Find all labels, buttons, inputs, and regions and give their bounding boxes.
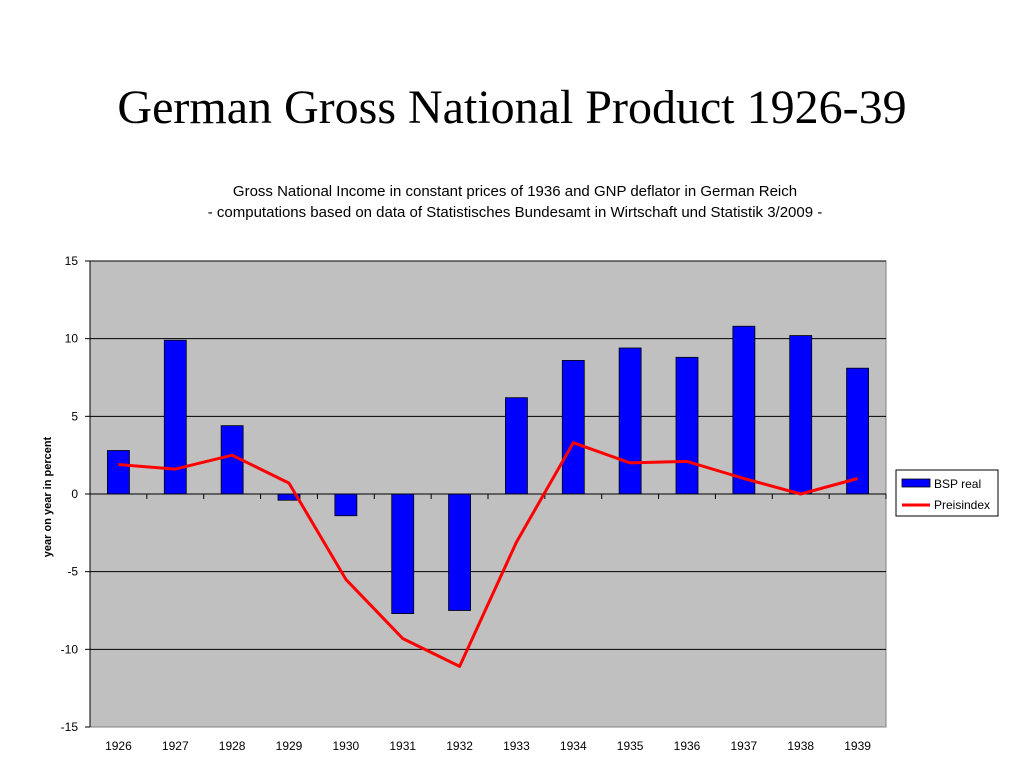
chart-subtitle: - computations based on data of Statisti…	[207, 204, 823, 221]
chart-title-block: Gross National Income in constant prices…	[0, 181, 1024, 223]
bar-1930	[334, 493, 358, 517]
bar-1932	[448, 493, 471, 611]
y-tick-label: 0	[71, 487, 78, 501]
x-tick-label: 1939	[844, 739, 871, 753]
x-tick-label: 1928	[219, 739, 246, 753]
slide-title: German Gross National Product 1926-39	[117, 81, 907, 134]
bar-series	[107, 325, 869, 615]
x-tick-label: 1931	[389, 739, 416, 753]
bar-1939	[846, 367, 869, 495]
bar-1934	[561, 360, 585, 495]
legend-label-preisindex: Preisindex	[934, 498, 990, 512]
y-tick-label: -5	[67, 565, 78, 579]
legend-swatch-bsp-real	[901, 478, 931, 488]
y-axis-label: year on year in percent	[42, 436, 54, 557]
y-tick-label: 5	[71, 409, 78, 423]
bar-1927	[163, 339, 187, 495]
legend: BSP real Preisindex	[895, 469, 999, 517]
bar-1926	[107, 450, 130, 495]
x-tick-label: 1933	[503, 739, 530, 753]
x-tick-label: 1926	[105, 739, 132, 753]
y-tick-label: -10	[61, 642, 79, 656]
x-tick-label: 1929	[276, 739, 303, 753]
x-tick-label: 1936	[674, 739, 701, 753]
chart-title: Gross National Income in constant prices…	[232, 183, 798, 200]
bar-1938	[789, 335, 813, 495]
bar-1935	[618, 347, 642, 495]
y-tick-label: 15	[65, 254, 79, 268]
x-tick-label: 1937	[731, 739, 758, 753]
bar-1937	[732, 325, 756, 495]
bar-1933	[505, 397, 528, 495]
line-series-preisindex	[118, 441, 858, 668]
y-tick-label: 10	[65, 332, 79, 346]
x-tick-label: 1935	[617, 739, 644, 753]
bar-1936	[675, 356, 699, 495]
x-tick-label: 1932	[446, 739, 473, 753]
legend-label-bsp-real: BSP real	[934, 477, 981, 491]
tick-labels: 15 10 5 0 -5 -10 -15 1926 1927 1928 1929 1930 1931 19…	[61, 254, 872, 753]
x-tick-label: 1930	[333, 739, 360, 753]
x-tick-label: 1927	[162, 739, 189, 753]
bar-1931	[391, 493, 415, 615]
y-tick-label: -15	[61, 720, 79, 734]
x-tick-label: 1934	[560, 739, 587, 753]
legend-box	[895, 469, 999, 517]
x-tick-label: 1938	[787, 739, 814, 753]
